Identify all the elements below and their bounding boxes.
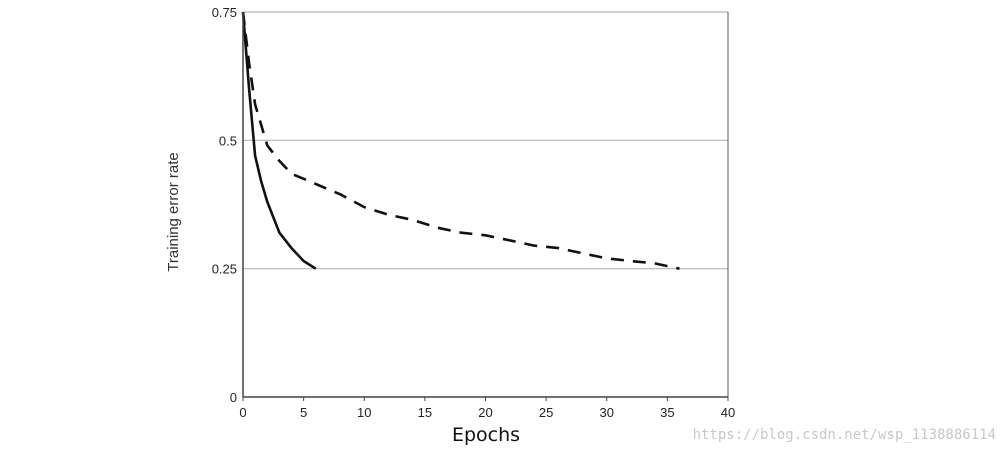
gridlines xyxy=(243,11,728,270)
x-tick-label: 0 xyxy=(239,405,246,420)
series-lines xyxy=(241,11,680,270)
y-tick-label: 0.75 xyxy=(212,5,237,20)
x-tick-label: 35 xyxy=(660,405,674,420)
y-tick-label: 0 xyxy=(230,390,237,405)
y-tick-label: 0.5 xyxy=(219,133,237,148)
y-axis-label: Training error rate xyxy=(165,152,182,272)
series-line-solid xyxy=(241,11,317,270)
axes xyxy=(242,12,729,398)
x-tick-label: 25 xyxy=(539,405,553,420)
x-tick-label: 15 xyxy=(418,405,432,420)
x-axis-label: Epochs xyxy=(452,424,520,446)
x-tick-label: 10 xyxy=(357,405,371,420)
watermark: https://blog.csdn.net/wsp_1138886114 xyxy=(693,427,996,443)
x-tick-labels: 0 5 10 15 20 25 30 35 40 xyxy=(239,397,735,420)
y-tick-labels: 0 0.25 0.5 0.75 xyxy=(212,5,237,405)
y-tick-label: 0.25 xyxy=(212,262,237,277)
x-tick-label: 30 xyxy=(600,405,614,420)
series-line-dashed xyxy=(241,11,680,270)
x-tick-label: 20 xyxy=(478,405,492,420)
x-tick-label: 5 xyxy=(300,405,307,420)
x-tick-label: 40 xyxy=(721,405,735,420)
